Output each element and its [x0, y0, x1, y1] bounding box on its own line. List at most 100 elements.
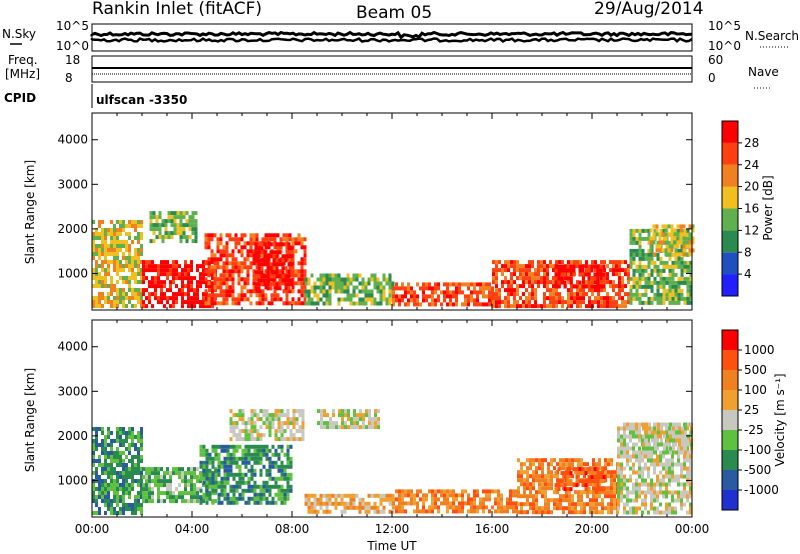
power-legend-title: Power [dB]: [761, 175, 775, 240]
legend-swatch: [722, 390, 738, 410]
velocity-heatmap: [92, 409, 693, 515]
frequency-panel: Freq. [MHz] 18 8 60 0 Nave: [5, 53, 779, 89]
x-tick-label: 16:00: [475, 522, 510, 536]
cpid-row: CPID ulfscan -3350: [4, 84, 187, 108]
legend-swatch: [722, 142, 738, 165]
cpid-label: CPID: [4, 91, 36, 105]
freq-unit-label: [MHz]: [5, 67, 40, 81]
heatmap-region: [517, 458, 619, 515]
legend-swatch: [722, 274, 738, 296]
y-tick-label: 3000: [57, 384, 88, 398]
legend-swatch: [722, 350, 738, 370]
heatmap-region: [317, 409, 380, 430]
sky-right-tick-top: 10^5: [708, 19, 741, 33]
velocity-x-axis: 00:00 04:00 08:00 12:00 16:00 20:00 00:00: [75, 320, 710, 536]
legend-tick-label: -500: [744, 463, 771, 477]
legend-swatch: [722, 450, 738, 470]
legend-tick-label: 1000: [744, 343, 775, 357]
legend-swatch: [722, 490, 738, 510]
legend-tick-label: 16: [744, 202, 759, 216]
x-tick-label: 08:00: [275, 522, 310, 536]
legend-tick-label: 500: [744, 363, 767, 377]
cpid-text: ulfscan -3350: [96, 93, 187, 107]
heatmap-region: [142, 260, 217, 309]
heatmap-region: [492, 260, 630, 309]
legend-tick-label: 4: [744, 267, 752, 281]
velocity-legend: 1000 500 100 25 -25 -100 -500 -1000 Velocity [m…: [721, 329, 787, 511]
nave-label: Nave: [748, 65, 779, 79]
heatmap-region: [304, 493, 395, 514]
legend-swatch: [722, 410, 738, 430]
heatmap-region: [149, 211, 198, 244]
heatmap-region: [229, 409, 305, 442]
sky-noise-trace: [90, 30, 693, 40]
legend-swatch: [722, 370, 738, 390]
search-noise-trace: [90, 37, 693, 44]
y-tick-label: 1000: [57, 473, 88, 487]
heatmap-region: [554, 467, 606, 492]
power-x-axis: [91, 113, 693, 310]
legend-tick-label: 12: [744, 223, 759, 237]
x-tick-label: 04:00: [175, 522, 210, 536]
velocity-ylabel: Slant Range [km]: [23, 368, 37, 472]
y-tick-label: 4000: [57, 133, 88, 147]
freq-tick-bottom: 8: [65, 71, 73, 85]
time-xlabel: Time UT: [366, 539, 417, 553]
legend-swatch: [722, 186, 738, 209]
y-tick-label: 1000: [57, 266, 88, 280]
heatmap-region: [92, 427, 143, 515]
heatmap-region: [554, 264, 606, 289]
beam-title: Beam 05: [356, 3, 432, 23]
legend-swatch: [722, 252, 738, 275]
heatmap-region: [392, 282, 494, 307]
velocity-heatmap-panel: 1000 2000 3000 4000 00:00 04:00 08:00 12:00 16:…: [23, 319, 710, 553]
velocity-y-axis: 1000 2000 3000 4000: [57, 340, 692, 487]
y-tick-label: 3000: [57, 177, 88, 191]
legend-swatch: [722, 121, 738, 143]
legend-swatch: [722, 164, 738, 187]
heatmap-region: [304, 273, 395, 306]
y-tick-label: 4000: [57, 340, 88, 354]
station-title: Rankin Inlet (fitACF): [92, 0, 262, 19]
velocity-legend-title: Velocity [m s⁻¹]: [773, 373, 787, 466]
search-noise-label: N.Search: [745, 29, 799, 43]
sky-left-tick-top: 10^5: [56, 19, 89, 33]
date-title: 29/Aug/2014: [594, 0, 704, 19]
heatmap-region: [629, 228, 693, 305]
legend-tick-label: 24: [744, 158, 759, 172]
power-y-axis: 1000 2000 3000 4000: [57, 133, 692, 280]
sky-right-tick-bottom: 10^0: [708, 39, 741, 53]
legend-swatch: [722, 330, 738, 350]
power-heatmap: [92, 211, 695, 309]
legend-swatch: [722, 430, 738, 450]
nave-tick-top: 60: [708, 53, 723, 67]
sky-left-tick-bottom: 10^0: [56, 39, 89, 53]
legend-tick-label: 8: [744, 245, 752, 259]
power-heatmap-panel: 1000 2000 3000 4000 Slant Range [km]: [23, 112, 695, 311]
heatmap-region: [254, 242, 294, 291]
x-tick-label: 00:00: [675, 522, 710, 536]
y-tick-label: 2000: [57, 429, 88, 443]
freq-label: Freq.: [8, 53, 38, 67]
x-tick-label: 20:00: [575, 522, 610, 536]
legend-swatch: [722, 208, 738, 231]
nave-tick-bottom: 0: [708, 71, 716, 85]
heatmap-region: [92, 220, 143, 308]
sky-noise-panel: N.Sky 10^5 10^0 10^5 10^0 N.Search: [2, 19, 799, 53]
legend-tick-label: 20: [744, 180, 759, 194]
freq-tick-top: 18: [65, 53, 80, 67]
legend-tick-label: -1000: [744, 483, 779, 497]
legend-tick-label: 25: [744, 403, 759, 417]
power-legend: 28 24 20 16 12 8 4 Power [dB]: [721, 120, 775, 297]
power-ylabel: Slant Range [km]: [23, 160, 37, 264]
sky-left-label: N.Sky: [2, 27, 36, 41]
legend-swatch: [722, 470, 738, 490]
legend-tick-label: 28: [744, 136, 759, 150]
heatmap-region: [199, 444, 293, 505]
legend-tick-label: -25: [744, 423, 764, 437]
heatmap-region: [642, 422, 693, 455]
y-tick-label: 2000: [57, 222, 88, 236]
legend-tick-label: -100: [744, 443, 771, 457]
heatmap-region: [649, 224, 695, 257]
